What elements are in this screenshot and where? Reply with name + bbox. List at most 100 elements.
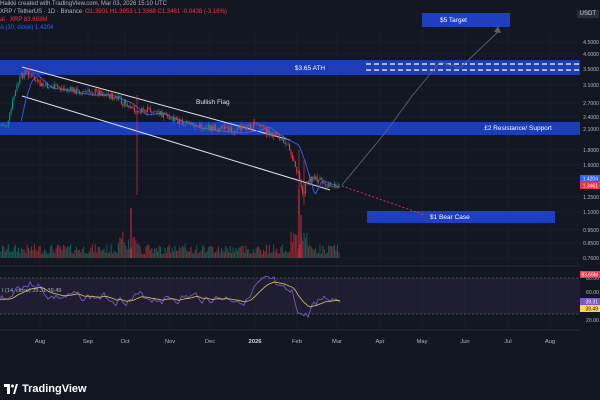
candle-body [145,110,147,113]
candle-body [261,125,263,127]
candle-body [28,71,30,78]
volume-bar [25,252,27,258]
candle-body [268,129,270,136]
flag-upper-line[interactable] [21,66,291,141]
candle-body [260,124,262,127]
bear-case-box[interactable] [367,211,555,223]
candle-body [236,127,238,131]
candle-body [72,88,75,92]
currency-badge[interactable]: USDT [576,10,599,18]
candle-body [246,126,249,130]
volume-bar [312,248,314,258]
candle-body [235,130,237,133]
volume-bar [35,249,37,258]
volume-bar [52,250,54,258]
volume-bar [81,248,83,258]
target-box[interactable] [422,13,510,27]
candle-body [181,119,183,125]
volume-bar [170,252,172,258]
volume-bar [261,253,263,258]
price-tick-label: 3.1000 [583,83,599,89]
volume-bar [271,252,273,258]
volume-bar [274,251,276,258]
flag-lower-line[interactable] [21,95,331,191]
candle-body [248,124,250,127]
candle-body [67,88,69,91]
time-tick-label: Apr [375,339,384,345]
candle-body [97,90,99,95]
volume-bar [86,253,88,258]
candle-body [155,110,157,112]
price-tick-label: 4.0000 [583,52,599,58]
price-badge [580,175,600,182]
volume-bar [336,245,338,258]
candle-body [244,126,246,128]
candle-body [275,132,278,135]
candle-body [154,111,156,113]
candle-body [320,177,322,180]
candle-body [64,88,66,90]
candlesticks[interactable] [0,68,340,215]
volume-bar [231,253,233,258]
ath-label: $3.65 ATH [295,65,326,72]
candle-body [88,89,90,93]
price-tick-label: 0.7600 [583,256,599,262]
candle-body [251,128,253,130]
time-tick-label: Mar [332,339,342,345]
volume-bar [65,248,67,258]
volume-bar [206,251,208,258]
resistance-zone[interactable] [0,122,580,135]
volume-bar [6,249,8,258]
volume-bar [212,247,214,258]
volume-bar [139,246,141,258]
volume-bar [59,247,61,258]
volume-bar [19,253,21,258]
candle-body [277,134,279,136]
candle-body [278,135,280,140]
volume-bar [200,250,202,258]
candle-body [59,88,61,90]
candle-body [3,124,5,126]
candle-body [138,110,140,112]
candle-body [126,103,128,107]
volume-bar [100,250,102,258]
candle-body [306,181,308,184]
candle-body [19,75,21,84]
ath-zone[interactable] [0,60,580,75]
candle-body [332,186,334,188]
volume-bar [103,248,105,258]
volume-bar [329,246,331,258]
candle-body [238,126,240,128]
volume-bar [112,253,114,258]
candle-body [322,179,324,184]
volume-bar [260,250,262,258]
volume-bar [67,246,69,258]
candle-body [331,186,333,188]
flag-label: Bullish Flag [196,99,230,106]
symbol-info[interactable]: XRP / TetherUS · 1D · Binance [0,9,83,15]
volume-bar [165,253,167,258]
time-tick-label: Jun [460,339,469,345]
volume-bar [228,252,230,258]
candle-body [71,86,73,92]
candle-body [249,124,251,130]
volume-bar [197,253,199,258]
time-tick-label: Nov [165,339,175,345]
volume-bar [217,246,220,258]
volume-bar [57,244,59,258]
volume-bar [216,249,218,258]
volume-bar [1,245,3,258]
time-tick-label: Aug [35,339,45,345]
candle-body [101,93,104,96]
volume-bar [210,245,212,258]
volume-bar [178,246,180,258]
volume-bar [106,244,108,258]
volume-bar [61,249,63,258]
candle-body [81,91,83,95]
volume-bars [0,190,340,258]
candle-body [217,129,220,132]
candle-body [115,96,117,98]
volume-bar [215,251,217,258]
volume-bar [87,253,89,258]
